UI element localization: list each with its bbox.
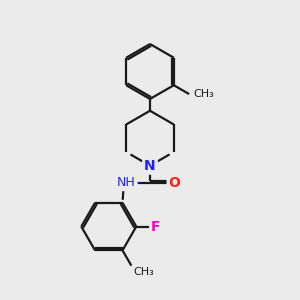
Text: NH: NH xyxy=(117,176,136,189)
Text: CH₃: CH₃ xyxy=(193,89,214,99)
Text: F: F xyxy=(151,220,160,234)
Text: O: O xyxy=(169,176,181,190)
Text: N: N xyxy=(144,159,156,173)
Text: CH₃: CH₃ xyxy=(133,267,154,277)
